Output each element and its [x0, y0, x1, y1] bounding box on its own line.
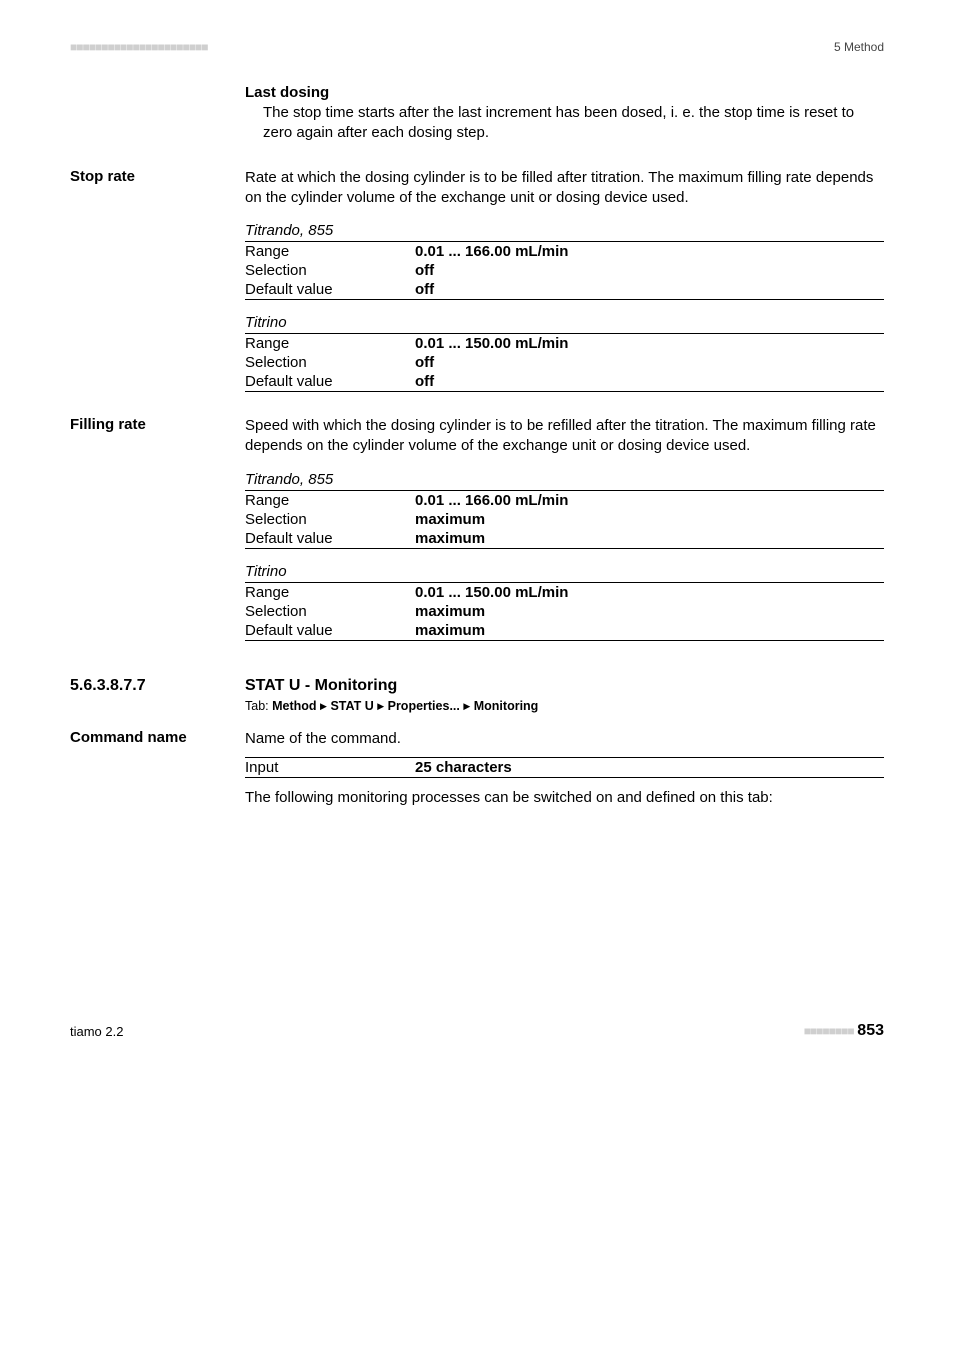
last-dosing-block: Last dosing The stop time starts after t…	[70, 84, 884, 158]
tab-p2: STAT U	[330, 699, 373, 713]
filling-rate-group2-table: Range0.01 ... 150.00 mL/min Selectionmax…	[245, 582, 884, 641]
cell-val: 25 characters	[415, 757, 884, 777]
cell-key: Default value	[245, 280, 415, 300]
table-row: Range0.01 ... 166.00 mL/min	[245, 242, 884, 262]
table-row: Default valueoff	[245, 280, 884, 300]
cell-key: Default value	[245, 621, 415, 641]
table-row: Selectionmaximum	[245, 510, 884, 529]
cell-key: Range	[245, 242, 415, 262]
cell-val: 0.01 ... 150.00 mL/min	[415, 334, 884, 354]
table-row: Default valuemaximum	[245, 529, 884, 549]
footer-product: tiamo 2.2	[70, 1024, 123, 1039]
filling-rate-group1-title: Titrando, 855	[245, 471, 884, 488]
triangle-icon: ▶	[320, 701, 327, 711]
header-section-label: 5 Method	[834, 40, 884, 54]
cell-key: Range	[245, 334, 415, 354]
filling-rate-block: Filling rate Speed with which the dosing…	[70, 416, 884, 655]
header-dashes: ■■■■■■■■■■■■■■■■■■■■■■	[70, 40, 207, 54]
triangle-icon: ▶	[463, 701, 470, 711]
filling-rate-label: Filling rate	[70, 416, 245, 433]
last-dosing-text: The stop time starts after the last incr…	[245, 103, 884, 144]
stop-rate-group2-table: Range0.01 ... 150.00 mL/min Selectionoff…	[245, 333, 884, 392]
stop-rate-label: Stop rate	[70, 168, 245, 185]
filling-rate-group1-table: Range0.01 ... 166.00 mL/min Selectionmax…	[245, 490, 884, 549]
tab-p3: Properties...	[388, 699, 460, 713]
cell-key: Selection	[245, 353, 415, 372]
cell-val: off	[415, 372, 884, 392]
cell-val: maximum	[415, 529, 884, 549]
cell-val: off	[415, 353, 884, 372]
command-name-text: Name of the command.	[245, 729, 884, 749]
triangle-icon: ▶	[377, 701, 384, 711]
cell-key: Default value	[245, 372, 415, 392]
table-row: Default valueoff	[245, 372, 884, 392]
command-name-block: Command name Name of the command. Input …	[70, 729, 884, 823]
cell-val: off	[415, 280, 884, 300]
section-heading-row: 5.6.3.8.7.7 STAT U - Monitoring	[70, 677, 884, 695]
table-row: Selectionoff	[245, 261, 884, 280]
footer-dashes: ■■■■■■■■	[804, 1024, 854, 1038]
cell-val: maximum	[415, 510, 884, 529]
cell-val: maximum	[415, 621, 884, 641]
cell-key: Selection	[245, 602, 415, 621]
cell-key: Input	[245, 757, 415, 777]
section-number: 5.6.3.8.7.7	[70, 677, 146, 694]
table-row: Range0.01 ... 150.00 mL/min	[245, 334, 884, 354]
page-header: ■■■■■■■■■■■■■■■■■■■■■■ 5 Method	[70, 40, 884, 54]
footer-right: ■■■■■■■■ 853	[804, 1022, 884, 1040]
tab-path: Tab: Method ▶ STAT U ▶ Properties... ▶ M…	[245, 699, 884, 713]
stop-rate-group1-title: Titrando, 855	[245, 222, 884, 239]
cell-val: 0.01 ... 166.00 mL/min	[415, 490, 884, 510]
stop-rate-group1-table: Range0.01 ... 166.00 mL/min Selectionoff…	[245, 241, 884, 300]
table-row: Input 25 characters	[245, 757, 884, 777]
tab-p1: Method	[272, 699, 316, 713]
section-title: STAT U - Monitoring	[245, 677, 397, 695]
cell-key: Default value	[245, 529, 415, 549]
command-name-input-table: Input 25 characters	[245, 757, 884, 778]
cell-key: Range	[245, 582, 415, 602]
stop-rate-group2-title: Titrino	[245, 314, 884, 331]
cell-key: Selection	[245, 510, 415, 529]
last-dosing-heading: Last dosing	[245, 84, 884, 101]
table-row: Range0.01 ... 150.00 mL/min	[245, 582, 884, 602]
page-footer: tiamo 2.2 ■■■■■■■■ 853	[70, 1022, 884, 1040]
tab-prefix: Tab:	[245, 699, 272, 713]
stop-rate-block: Stop rate Rate at which the dosing cylin…	[70, 168, 884, 407]
table-row: Range0.01 ... 166.00 mL/min	[245, 490, 884, 510]
table-row: Selectionoff	[245, 353, 884, 372]
stop-rate-text: Rate at which the dosing cylinder is to …	[245, 168, 884, 209]
tab-p4: Monitoring	[474, 699, 539, 713]
cell-key: Selection	[245, 261, 415, 280]
table-row: Default valuemaximum	[245, 621, 884, 641]
cell-val: off	[415, 261, 884, 280]
cell-val: 0.01 ... 166.00 mL/min	[415, 242, 884, 262]
cell-val: maximum	[415, 602, 884, 621]
footer-page: 853	[857, 1022, 884, 1039]
command-name-after-text: The following monitoring processes can b…	[245, 788, 884, 808]
filling-rate-group2-title: Titrino	[245, 563, 884, 580]
cell-key: Range	[245, 490, 415, 510]
filling-rate-text: Speed with which the dosing cylinder is …	[245, 416, 884, 457]
command-name-label: Command name	[70, 729, 245, 746]
table-row: Selectionmaximum	[245, 602, 884, 621]
cell-val: 0.01 ... 150.00 mL/min	[415, 582, 884, 602]
